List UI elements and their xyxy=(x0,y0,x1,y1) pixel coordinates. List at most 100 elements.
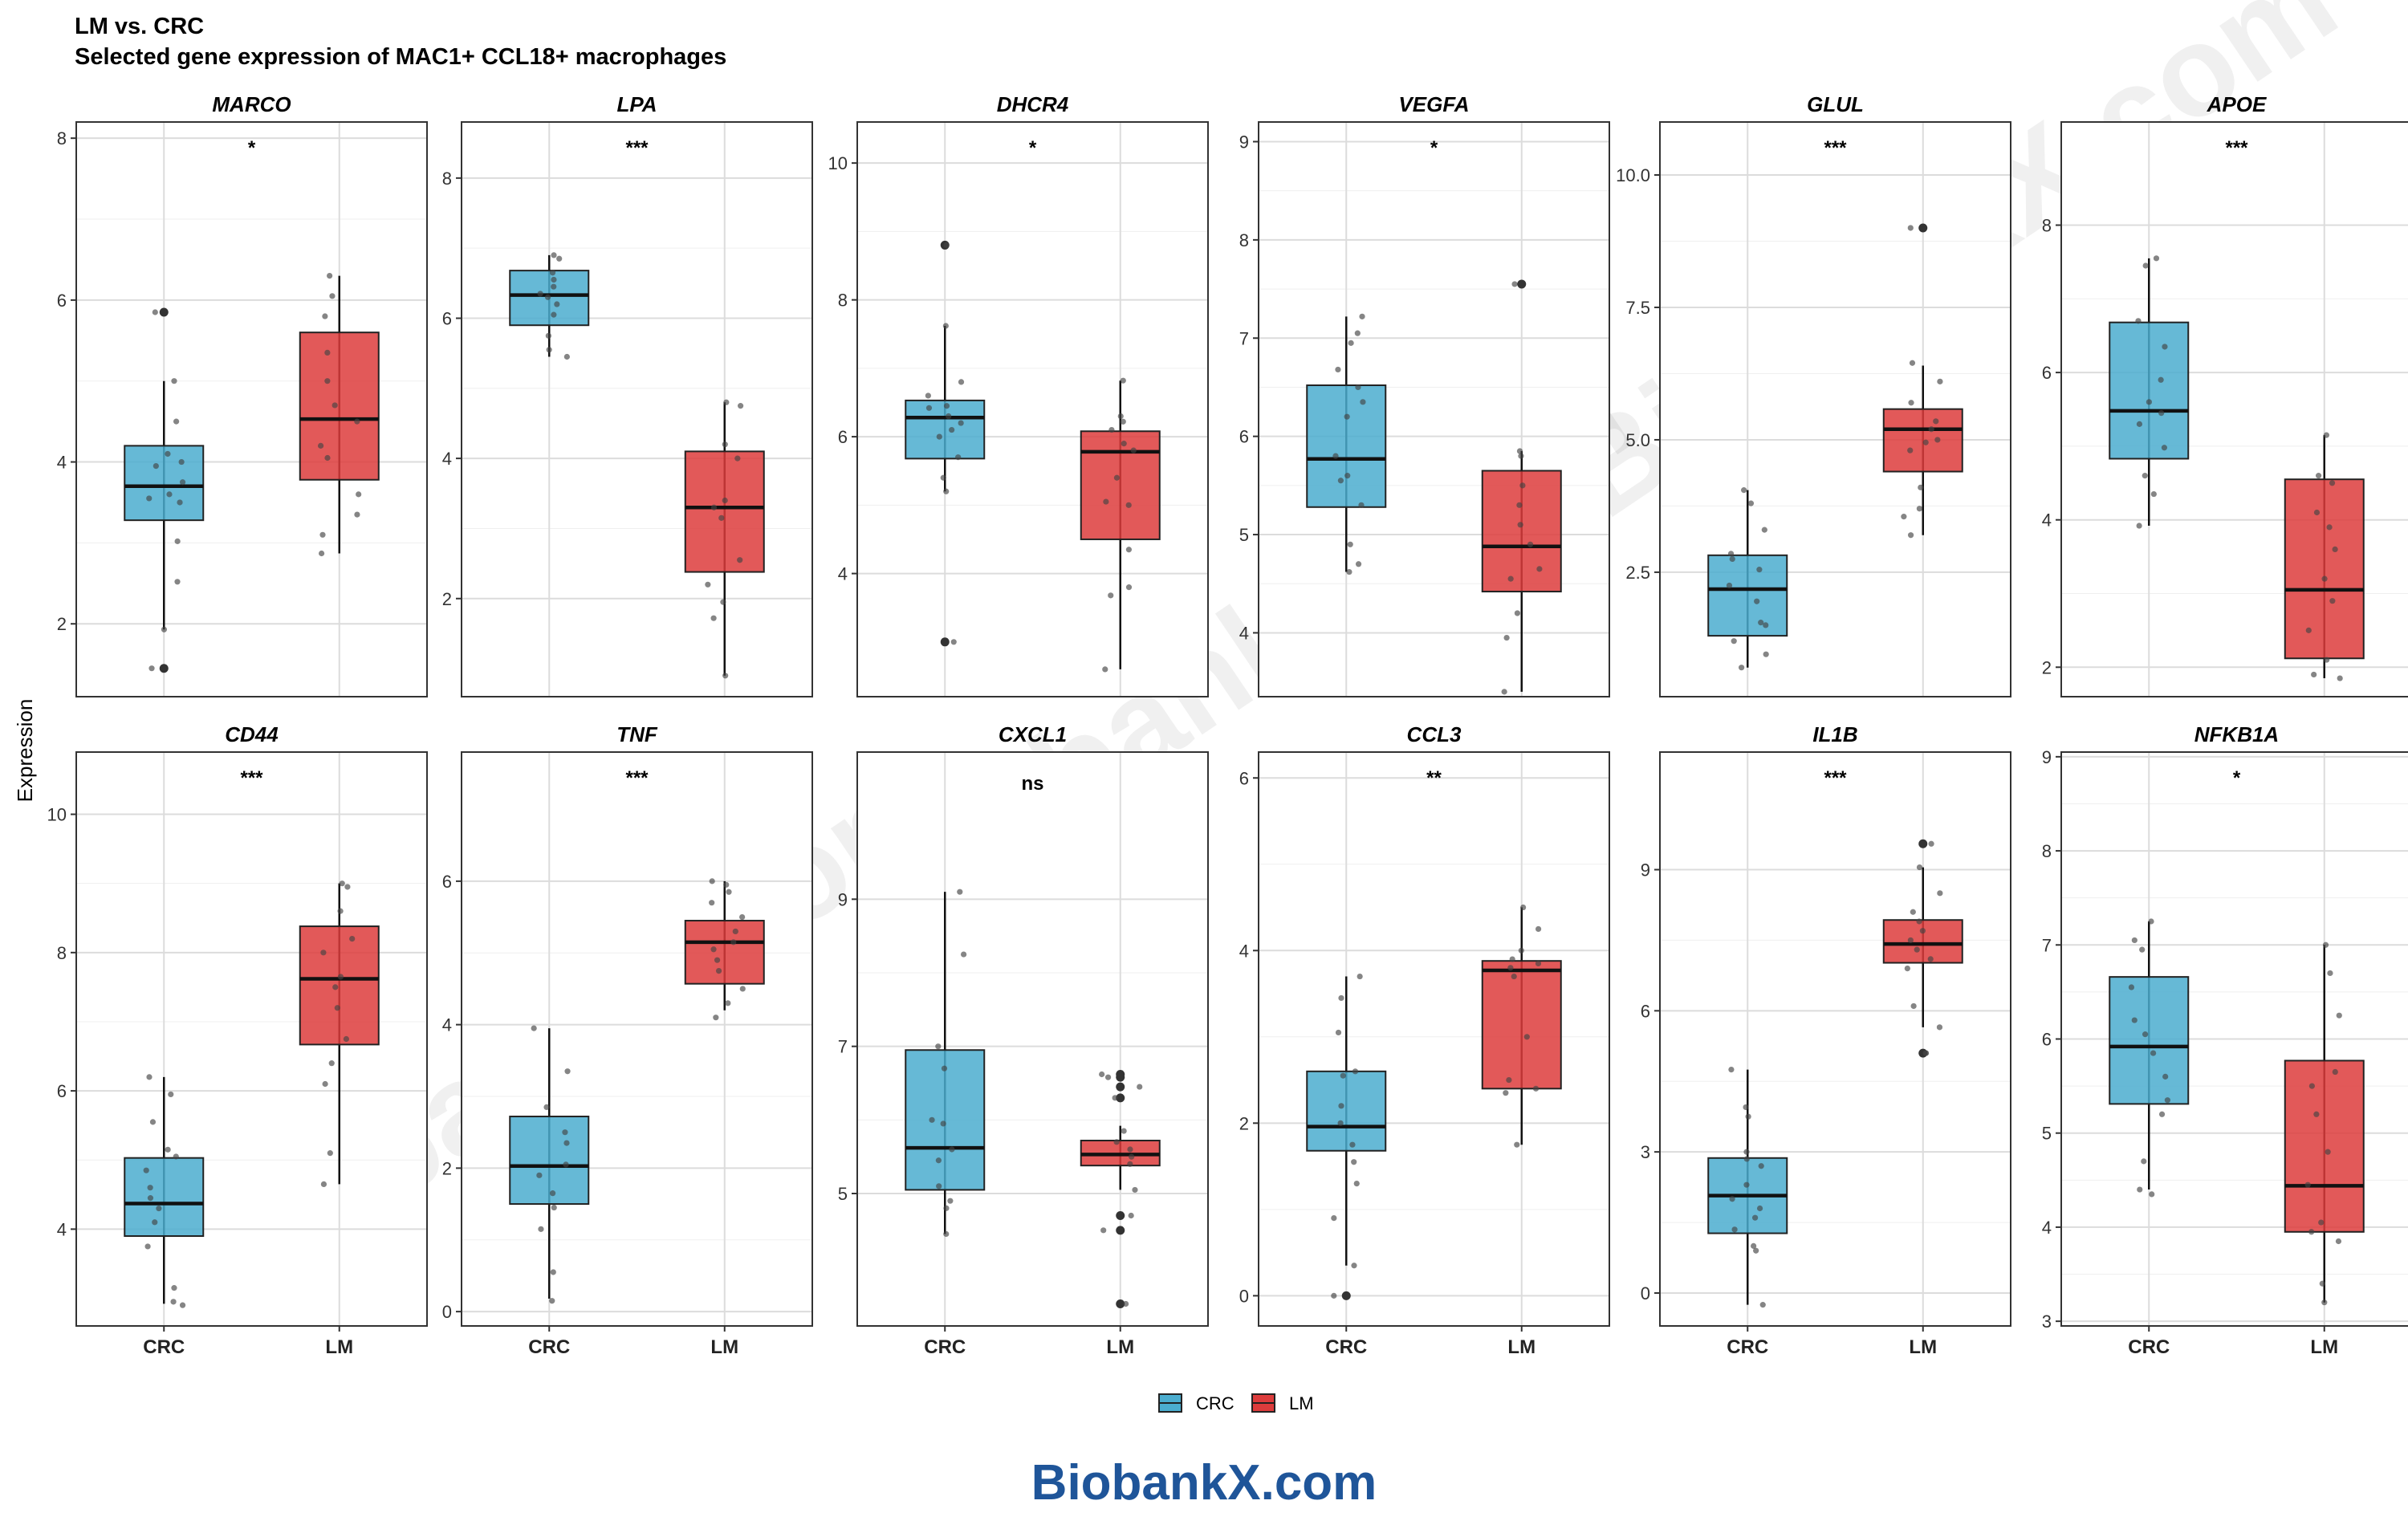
box-lm xyxy=(2284,432,2365,681)
jitter-point xyxy=(715,967,722,974)
jitter-point xyxy=(152,309,158,315)
jitter-point xyxy=(1125,547,1133,553)
box-crc xyxy=(1707,1066,1788,1308)
jitter-point xyxy=(734,455,741,462)
y-tick-label: 3 xyxy=(1641,1142,1650,1162)
box-lm xyxy=(2284,941,2365,1306)
box-iqr xyxy=(2109,976,2190,1105)
box-crc xyxy=(124,1074,205,1308)
significance-label: ** xyxy=(1426,767,1442,789)
jitter-point xyxy=(722,673,729,679)
jitter-point xyxy=(2150,1050,2157,1056)
facet-dhcr4: 4 6 8 10 DHCR4 * xyxy=(828,92,1209,697)
jitter-point xyxy=(1113,474,1121,481)
jitter-point xyxy=(705,581,711,588)
jitter-point xyxy=(143,1167,149,1173)
y-tick-label: 9 xyxy=(1239,132,1249,152)
significance-label: * xyxy=(2233,767,2241,789)
jitter-point xyxy=(1331,1292,1337,1299)
jitter-point xyxy=(737,557,743,563)
box-lm xyxy=(1481,279,1562,695)
jitter-point xyxy=(165,1146,171,1153)
significance-label: *** xyxy=(625,137,649,159)
jitter-point xyxy=(1346,568,1352,575)
significance-label: *** xyxy=(1824,767,1847,789)
jitter-point xyxy=(941,1065,948,1072)
y-tick-label: 6 xyxy=(1239,768,1249,788)
jitter-point xyxy=(1928,426,1934,433)
jitter-point xyxy=(327,273,333,279)
x-tick-label: CRC xyxy=(143,1336,185,1358)
jitter-point xyxy=(1120,418,1126,425)
facet-vegfa: 4 5 6 7 8 9 VEGFA * xyxy=(1239,92,1610,697)
y-tick-label: 6 xyxy=(2042,1030,2052,1050)
significance-label: *** xyxy=(240,767,263,789)
jitter-point xyxy=(549,1190,556,1197)
panel-border xyxy=(75,121,428,697)
significance-label: *** xyxy=(1824,137,1847,159)
jitter-point xyxy=(2158,409,2165,417)
jitter-point xyxy=(2324,657,2330,663)
jitter-point xyxy=(2336,1012,2342,1019)
jitter-point xyxy=(949,426,955,433)
jitter-point xyxy=(149,1119,157,1125)
jitter-point xyxy=(1927,956,1934,962)
jitter-point xyxy=(324,378,331,384)
jitter-point xyxy=(1754,598,1760,604)
jitter-point xyxy=(2335,1238,2342,1245)
jitter-point xyxy=(2162,344,2168,350)
box-iqr xyxy=(2284,478,2365,660)
jitter-point xyxy=(2329,480,2336,486)
jitter-point xyxy=(1121,441,1127,447)
jitter-point xyxy=(730,939,737,946)
jitter-point xyxy=(1335,366,1341,373)
jitter-point xyxy=(354,418,360,425)
y-tick-label: 2 xyxy=(2042,657,2052,677)
jitter-point xyxy=(2131,1017,2138,1023)
jitter-point xyxy=(1100,1227,1107,1234)
jitter-point xyxy=(349,935,356,942)
panel-background xyxy=(857,752,1208,1326)
jitter-point xyxy=(1756,567,1763,573)
jitter-point xyxy=(339,880,345,887)
panel-background xyxy=(462,122,812,697)
jitter-point xyxy=(2158,376,2164,383)
jitter-point xyxy=(2136,421,2143,427)
panel-background xyxy=(1660,752,2011,1326)
jitter-point xyxy=(1729,1196,1735,1202)
jitter-point xyxy=(1340,1072,1346,1079)
panel-border xyxy=(1659,751,2011,1327)
y-tick-label: 10.0 xyxy=(1616,165,1650,185)
box-iqr xyxy=(905,1049,986,1191)
jitter-point xyxy=(1344,413,1350,420)
box-crc xyxy=(509,1025,590,1304)
jitter-point xyxy=(1908,400,1914,406)
y-tick-label: 6 xyxy=(442,872,452,892)
jitter-point xyxy=(1359,313,1365,319)
strip-label: CXCL1 xyxy=(999,722,1067,746)
strip-label: CCL3 xyxy=(1407,722,1462,746)
jitter-point xyxy=(1108,426,1115,433)
jitter-point xyxy=(929,1116,935,1123)
x-tick-label: LM xyxy=(1909,1336,1937,1358)
jitter-point xyxy=(2149,1191,2155,1198)
jitter-point xyxy=(1933,418,1939,425)
legend: CRC LM xyxy=(1158,1393,1314,1413)
jitter-point xyxy=(957,889,963,895)
jitter-point xyxy=(1758,1163,1764,1169)
jitter-point xyxy=(2327,970,2333,977)
jitter-point xyxy=(1729,555,1735,563)
jitter-point xyxy=(723,881,730,888)
jitter-point xyxy=(2158,1111,2166,1117)
jitter-point xyxy=(1910,909,1916,915)
jitter-point xyxy=(1519,482,1526,489)
jitter-point xyxy=(152,1219,158,1226)
strip-label: VEGFA xyxy=(1398,92,1469,116)
facet-cd44: 4 6 8 10 CD44 *** CRC LM xyxy=(47,722,428,1358)
y-tick-label: 4 xyxy=(442,449,452,469)
panel-border xyxy=(461,751,813,1327)
y-tick-label: 4 xyxy=(838,564,848,584)
outlier-point xyxy=(940,637,950,647)
box-iqr xyxy=(905,399,986,460)
box-crc xyxy=(905,889,986,1238)
